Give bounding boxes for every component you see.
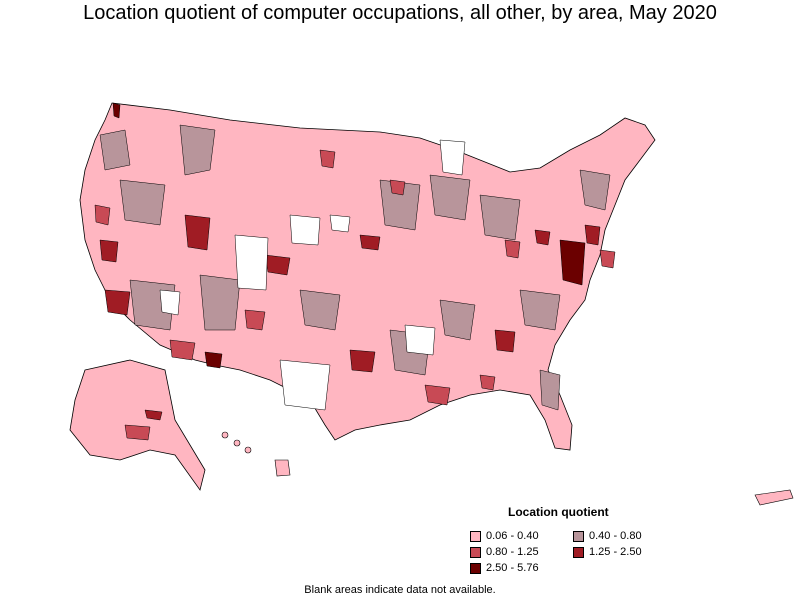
legend-item-4: 2.50 - 5.76 (470, 562, 539, 574)
legend-item-3: 1.25 - 2.50 (573, 546, 642, 558)
contiguous-us-region (79, 102, 656, 451)
legend-item-0: 0.06 - 0.40 (470, 530, 539, 542)
hawaii-region (221, 431, 291, 477)
legend-label: 0.06 - 0.40 (486, 530, 539, 542)
legend-label: 0.40 - 0.80 (589, 530, 642, 542)
legend: Location quotient 0.06 - 0.40 0.40 - 0.8… (470, 505, 660, 577)
lq-very-high-areas (112, 102, 586, 369)
legend-title: Location quotient (508, 505, 609, 519)
lq-high-areas (99, 214, 601, 421)
legend-swatch (573, 546, 584, 558)
legend-label: 0.80 - 1.25 (486, 546, 539, 558)
footnote: Blank areas indicate data not available. (304, 584, 496, 596)
legend-label: 1.25 - 2.50 (589, 546, 642, 558)
map-title: Location quotient of computer occupation… (83, 2, 717, 24)
legend-swatch (573, 530, 584, 542)
legend-item-2: 0.80 - 1.25 (470, 546, 539, 558)
legend-item-1: 0.40 - 0.80 (573, 530, 642, 542)
legend-swatch (470, 530, 481, 542)
legend-swatch (470, 546, 481, 558)
alaska-region (69, 359, 206, 491)
legend-label: 2.50 - 5.76 (486, 562, 539, 574)
lq-medium-areas (99, 124, 611, 411)
puerto-rico-region (754, 489, 794, 506)
legend-swatch (470, 562, 481, 574)
no-data-areas (159, 139, 466, 411)
